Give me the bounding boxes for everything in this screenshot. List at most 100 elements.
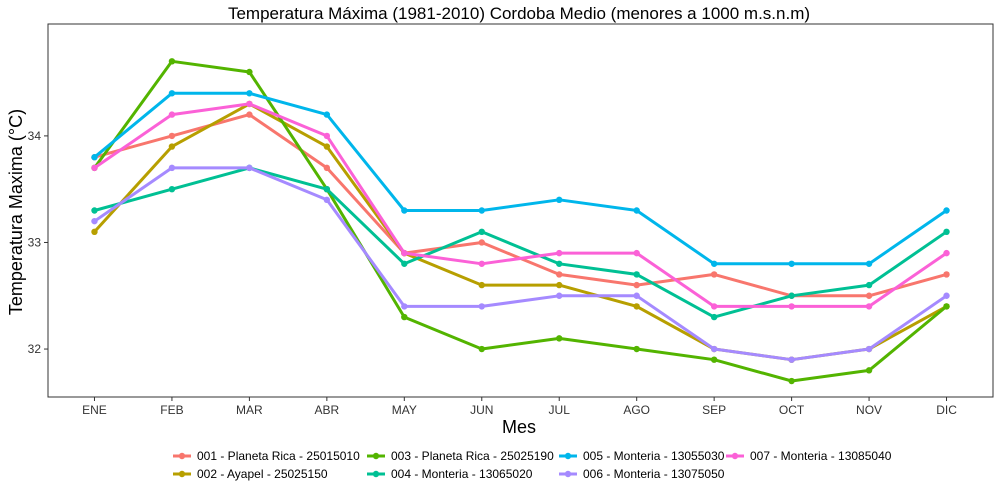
legend-swatch-point (372, 452, 380, 460)
x-tick-label: SEP (702, 403, 726, 417)
legend-item: 002 - Ayapel - 25025150 (173, 467, 328, 481)
chart-title: Temperatura Máxima (1981-2010) Cordoba M… (228, 4, 810, 23)
data-point (401, 303, 408, 310)
series-6 (91, 164, 950, 363)
data-point (788, 260, 795, 267)
series-layer (91, 58, 950, 385)
data-point (710, 271, 718, 278)
legend-label: 002 - Ayapel - 25025150 (197, 467, 328, 481)
data-point (478, 303, 485, 310)
data-point (710, 303, 718, 310)
x-tick-label: OCT (779, 403, 805, 417)
data-point (168, 164, 176, 172)
data-point (788, 377, 795, 385)
legend-swatch-point (564, 452, 572, 460)
data-point (168, 185, 176, 193)
legend-label: 007 - Monteria - 13085040 (750, 449, 892, 463)
data-point (246, 164, 253, 172)
data-point (556, 281, 563, 289)
data-point (478, 207, 485, 214)
data-point (710, 345, 718, 353)
x-tick-label: JUN (470, 403, 493, 417)
legend-label: 003 - Planeta Rica - 25025190 (391, 449, 554, 463)
legend: 001 - Planeta Rica - 25015010 003 - Plane… (173, 449, 892, 481)
data-point (556, 292, 563, 299)
data-point (788, 303, 795, 310)
y-tick-label: 32 (28, 342, 42, 356)
data-point (478, 281, 485, 289)
y-axis-title: Temperatura Maxima (°C) (6, 109, 26, 315)
legend-item: 001 - Planeta Rica - 25015010 (173, 449, 360, 463)
legend-swatch-point (731, 452, 739, 460)
data-point (633, 345, 640, 353)
x-tick-label: FEB (160, 403, 183, 417)
data-point (556, 271, 563, 278)
data-point (633, 292, 640, 299)
data-point (633, 271, 640, 278)
data-point (943, 249, 950, 257)
plot-panel (47, 23, 994, 398)
data-point (168, 58, 176, 65)
data-point (788, 356, 795, 363)
data-point (556, 249, 563, 257)
data-point (478, 345, 485, 353)
data-point (91, 207, 98, 214)
data-point (943, 271, 950, 278)
data-point (323, 111, 331, 118)
data-point (710, 260, 718, 267)
data-point (633, 303, 640, 310)
legend-label: 001 - Planeta Rica - 25015010 (197, 449, 360, 463)
data-point (710, 356, 718, 363)
data-point (478, 260, 485, 267)
legend-item: 003 - Planeta Rica - 25025190 (367, 449, 554, 463)
data-point (478, 228, 485, 236)
x-tick-label: JUL (549, 403, 571, 417)
series-3 (91, 58, 950, 385)
data-point (865, 345, 873, 353)
series-line (93, 91, 948, 266)
data-point (323, 143, 331, 150)
data-point (168, 111, 176, 118)
series-line (93, 166, 948, 319)
x-axis: ENE FEB MAR ABR MAY JUN JUL AGO SEP OCT NOV DIC (82, 397, 957, 417)
legend-label: 006 - Monteria - 13075050 (583, 467, 725, 481)
data-point (323, 196, 331, 204)
x-tick-label: NOV (856, 403, 882, 417)
series-line (93, 166, 948, 362)
legend-item: 006 - Monteria - 13075050 (559, 467, 725, 481)
data-point (633, 207, 640, 214)
data-point (633, 249, 640, 257)
legend-label: 005 - Monteria - 13055030 (583, 449, 725, 463)
data-point (91, 154, 98, 161)
legend-item: 005 - Monteria - 13055030 (559, 449, 725, 463)
legend-label: 004 - Monteria - 13065020 (391, 467, 533, 481)
data-point (556, 196, 563, 204)
x-tick-label: DIC (936, 403, 957, 417)
data-point (865, 292, 873, 299)
data-point (865, 367, 873, 374)
data-point (168, 143, 176, 150)
data-point (168, 132, 176, 140)
legend-swatch-point (178, 470, 186, 478)
x-tick-label: MAY (392, 403, 417, 417)
data-point (788, 292, 795, 299)
data-point (865, 303, 873, 310)
data-point (246, 68, 253, 76)
legend-item: 007 - Monteria - 13085040 (726, 449, 892, 463)
data-point (943, 292, 950, 299)
data-point (91, 217, 98, 225)
data-point (556, 260, 563, 267)
y-axis: 32 33 34 (28, 129, 48, 356)
y-tick-label: 33 (28, 235, 42, 249)
x-axis-title: Mes (502, 417, 536, 437)
data-point (478, 239, 485, 246)
data-point (168, 90, 176, 97)
data-point (710, 313, 718, 321)
data-point (246, 111, 253, 118)
series-line (93, 59, 948, 383)
data-point (323, 185, 331, 193)
series-5 (91, 90, 950, 267)
data-point (943, 228, 950, 236)
legend-item: 004 - Monteria - 13065020 (367, 467, 533, 481)
